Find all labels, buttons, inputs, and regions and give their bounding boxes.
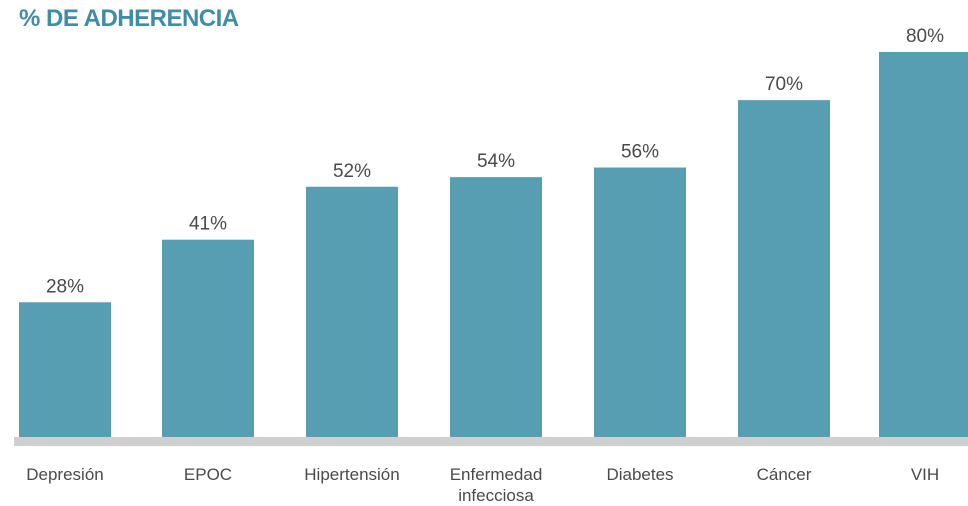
value-label-4: 56%: [621, 142, 659, 163]
x-axis-baseline: [14, 437, 968, 446]
category-label-4: Diabetes: [606, 465, 673, 484]
category-label-0: Depresión: [26, 465, 104, 484]
category-label-1: EPOC: [184, 465, 232, 484]
category-label-5: Cáncer: [757, 465, 812, 484]
bar-1: [162, 239, 254, 437]
bar-3: [450, 177, 542, 437]
value-label-5: 70%: [765, 74, 803, 95]
value-label-6: 80%: [906, 26, 944, 47]
value-label-3: 54%: [477, 151, 515, 172]
category-label-2: Hipertensión: [304, 465, 399, 484]
chart-title: % DE ADHERENCIA: [19, 5, 239, 32]
value-label-2: 52%: [333, 161, 371, 182]
value-label-0: 28%: [46, 276, 84, 297]
value-label-1: 41%: [189, 214, 227, 235]
bar-2: [306, 186, 398, 437]
bar-6: [879, 52, 968, 437]
bar-5: [738, 100, 830, 437]
category-label-6: VIH: [911, 465, 939, 484]
category-label-3: Enfermedad infecciosa: [450, 465, 543, 505]
bar-0: [19, 302, 111, 437]
bar-4: [594, 167, 686, 437]
